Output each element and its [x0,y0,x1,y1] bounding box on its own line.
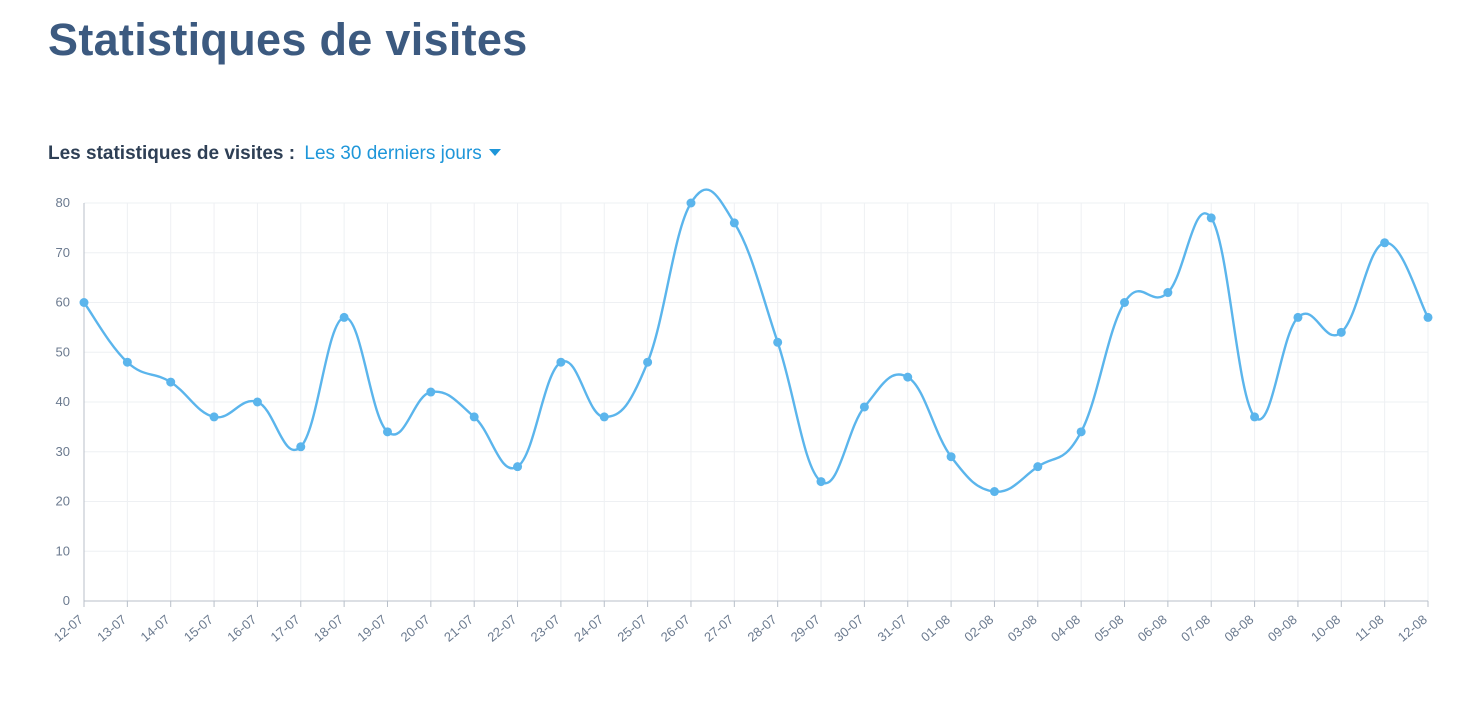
page-title: Statistiques de visites [48,14,528,65]
data-point[interactable] [166,377,176,387]
x-tick-label: 31-07 [875,612,910,645]
data-point[interactable] [1293,312,1303,322]
x-tick-label: 06-08 [1135,612,1170,645]
x-tick-label: 13-07 [94,612,129,645]
x-tick-label: 25-07 [614,612,649,645]
data-point[interactable] [1423,312,1433,322]
y-tick-label: 30 [56,444,70,459]
y-axis-ticks: 0 10 20 30 40 50 60 70 80 [56,195,70,608]
data-point[interactable] [296,442,306,452]
x-tick-label: 21-07 [441,612,476,645]
x-tick-label: 11-08 [1352,612,1386,644]
x-tick-label: 26-07 [658,612,693,645]
data-point[interactable] [729,218,739,228]
x-tick-label: 14-07 [138,612,173,645]
x-tick-label: 18-07 [311,612,346,645]
data-point[interactable] [686,198,696,208]
y-tick-label: 10 [56,543,70,558]
y-tick-label: 0 [63,593,70,608]
x-tick-label: 17-07 [268,612,303,645]
x-tick-label: 23-07 [528,612,563,645]
y-tick-label: 50 [56,344,70,359]
data-point[interactable] [469,412,479,422]
x-tick-label: 28-07 [744,612,779,645]
x-tick-label: 10-08 [1308,612,1343,645]
data-point[interactable] [773,337,783,347]
x-tick-label: 03-08 [1005,612,1040,645]
y-tick-label: 40 [56,394,70,409]
visits-line-chart: 0 10 20 30 40 50 60 70 80 12-07 13-07 14-07 15-07 16… [51,188,1433,645]
data-point[interactable] [859,402,869,412]
data-point[interactable] [1076,427,1086,437]
series-points [79,198,1433,497]
x-tick-label: 20-07 [398,612,433,645]
data-point[interactable] [946,452,956,462]
caret-down-icon [488,149,501,156]
x-tick-label: 07-08 [1178,612,1213,645]
y-tick-label: 70 [56,245,70,260]
data-point[interactable] [556,357,566,367]
y-tick-label: 20 [56,494,70,509]
data-point[interactable] [79,298,89,307]
x-tick-label: 30-07 [831,612,866,645]
x-tick-label: 29-07 [788,612,823,645]
chart-axes [83,203,1429,607]
x-tick-label: 24-07 [571,612,606,645]
x-tick-label: 04-08 [1048,612,1083,645]
data-point[interactable] [1380,238,1390,248]
data-point[interactable] [513,462,523,472]
x-tick-label: 27-07 [701,612,736,645]
data-point[interactable] [252,397,262,407]
data-point[interactable] [903,372,913,382]
period-filter: Les statistiques de visites : Les 30 der… [48,143,501,165]
x-tick-label: 08-08 [1221,612,1256,645]
data-point[interactable] [989,487,999,497]
data-point[interactable] [816,477,826,487]
data-point[interactable] [426,387,436,397]
x-tick-label: 19-07 [354,612,389,645]
data-point[interactable] [643,357,653,367]
data-point[interactable] [1033,462,1043,472]
y-tick-label: 80 [56,195,70,210]
data-point[interactable] [1120,298,1130,307]
data-point[interactable] [1336,327,1346,337]
filter-label: Les statistiques de visites : [48,143,296,164]
data-point[interactable] [339,312,349,322]
x-tick-label: 12-07 [51,612,86,645]
data-point[interactable] [122,357,132,367]
x-tick-label: 12-08 [1395,612,1430,645]
data-point[interactable] [1206,213,1216,223]
data-point[interactable] [1163,288,1173,298]
data-point[interactable] [209,412,219,422]
data-point[interactable] [1250,412,1260,422]
period-dropdown-label: Les 30 derniers jours [304,143,482,164]
x-axis-ticks: 12-07 13-07 14-07 15-07 16-07 17-07 18-07 19-07… [51,612,1430,645]
x-tick-label: 15-07 [181,612,216,645]
period-dropdown[interactable]: Les 30 derniers jours [304,143,501,164]
y-tick-label: 60 [56,295,70,310]
x-tick-label: 22-07 [484,612,519,645]
x-tick-label: 05-08 [1091,612,1126,645]
x-tick-label: 01-08 [918,612,953,645]
data-point[interactable] [599,412,609,422]
x-tick-label: 02-08 [961,612,996,645]
x-tick-label: 16-07 [224,612,259,645]
chart-grid [84,202,1429,601]
series-line [83,188,1430,493]
x-tick-label: 09-08 [1265,612,1300,645]
data-point[interactable] [382,427,392,437]
